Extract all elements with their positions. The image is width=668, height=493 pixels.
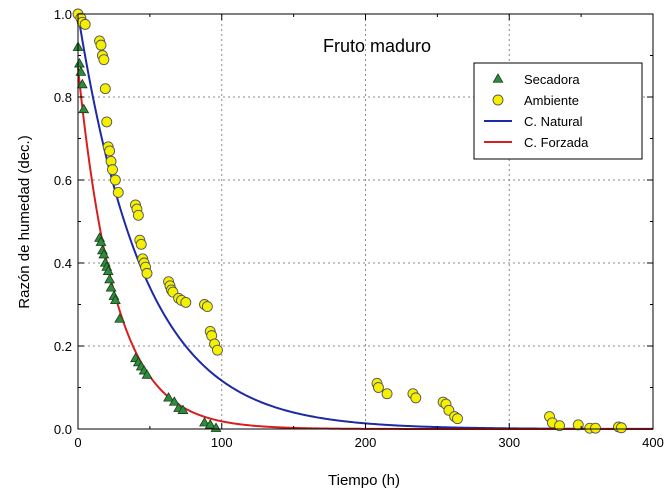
point-secadora [104,273,116,284]
legend: Secadora Ambiente C. Natural C. Forzada [473,62,643,160]
point-ambiente [99,83,111,95]
point-ambiente [381,388,393,400]
point-secadora [76,78,88,89]
y-tick-label: 0.8 [54,90,72,105]
point-ambiente [180,296,192,308]
point-ambiente [201,301,213,313]
point-secadora [73,57,85,68]
point-secadora [163,392,175,402]
point-secadora [98,248,110,259]
point-ambiente [98,54,110,66]
x-tick-label: 100 [211,435,233,450]
point-ambiente [109,174,121,186]
point-secadora [109,294,121,305]
point-ambiente [101,116,113,128]
point-ambiente [135,238,147,250]
point-ambiente [372,382,384,393]
grid-lines [78,14,653,429]
legend-marker-secadora [492,73,504,83]
point-ambiente [141,267,153,279]
point-ambiente [452,413,463,425]
point-secadora [102,265,114,275]
x-tick-label: 300 [498,435,520,450]
x-tick-label: 0 [74,435,81,450]
point-secadora [177,404,189,414]
y-axis-label: Razón de humedad (dec.) [16,135,33,308]
point-ambiente [95,39,107,51]
point-secadora [114,313,126,323]
point-secadora [199,416,210,427]
chart-title: Fruto maduro [323,36,431,56]
point-ambiente [410,392,422,404]
point-secadora [204,419,216,429]
point-ambiente [112,186,124,198]
legend-label: Ambiente [524,93,579,108]
y-tick-label: 0.4 [54,256,72,271]
point-ambiente [211,344,223,356]
point-ambiente [79,18,91,30]
axis-ticks: 0 100 200 300 400 0.0 0.2 0.4 0.6 0.8 1.0 [54,7,664,450]
data-points [72,8,627,434]
point-ambiente [554,420,566,432]
y-tick-label: 0.0 [54,422,72,437]
point-secadora [105,282,117,292]
point-secadora [95,236,107,246]
x-tick-label: 200 [355,435,377,450]
point-ambiente [572,419,584,431]
y-tick-label: 0.2 [54,339,72,354]
point-ambiente [132,209,144,221]
point-secadora [78,103,90,114]
point-ambiente [104,145,116,157]
point-ambiente [107,164,118,176]
y-tick-label: 0.6 [54,173,72,188]
legend-marker-ambiente [492,94,504,106]
legend-label: C. Natural [524,114,583,129]
point-ambiente [590,422,601,434]
point-ambiente [615,422,627,434]
y-tick-label: 1.0 [54,7,72,22]
x-axis-label: Tiempo (h) [328,472,400,489]
point-secadora [141,369,153,379]
point-secadora [168,396,180,406]
legend-label: Secadora [524,72,580,87]
x-tick-label: 400 [642,435,664,450]
legend-label: C. Forzada [524,135,589,150]
